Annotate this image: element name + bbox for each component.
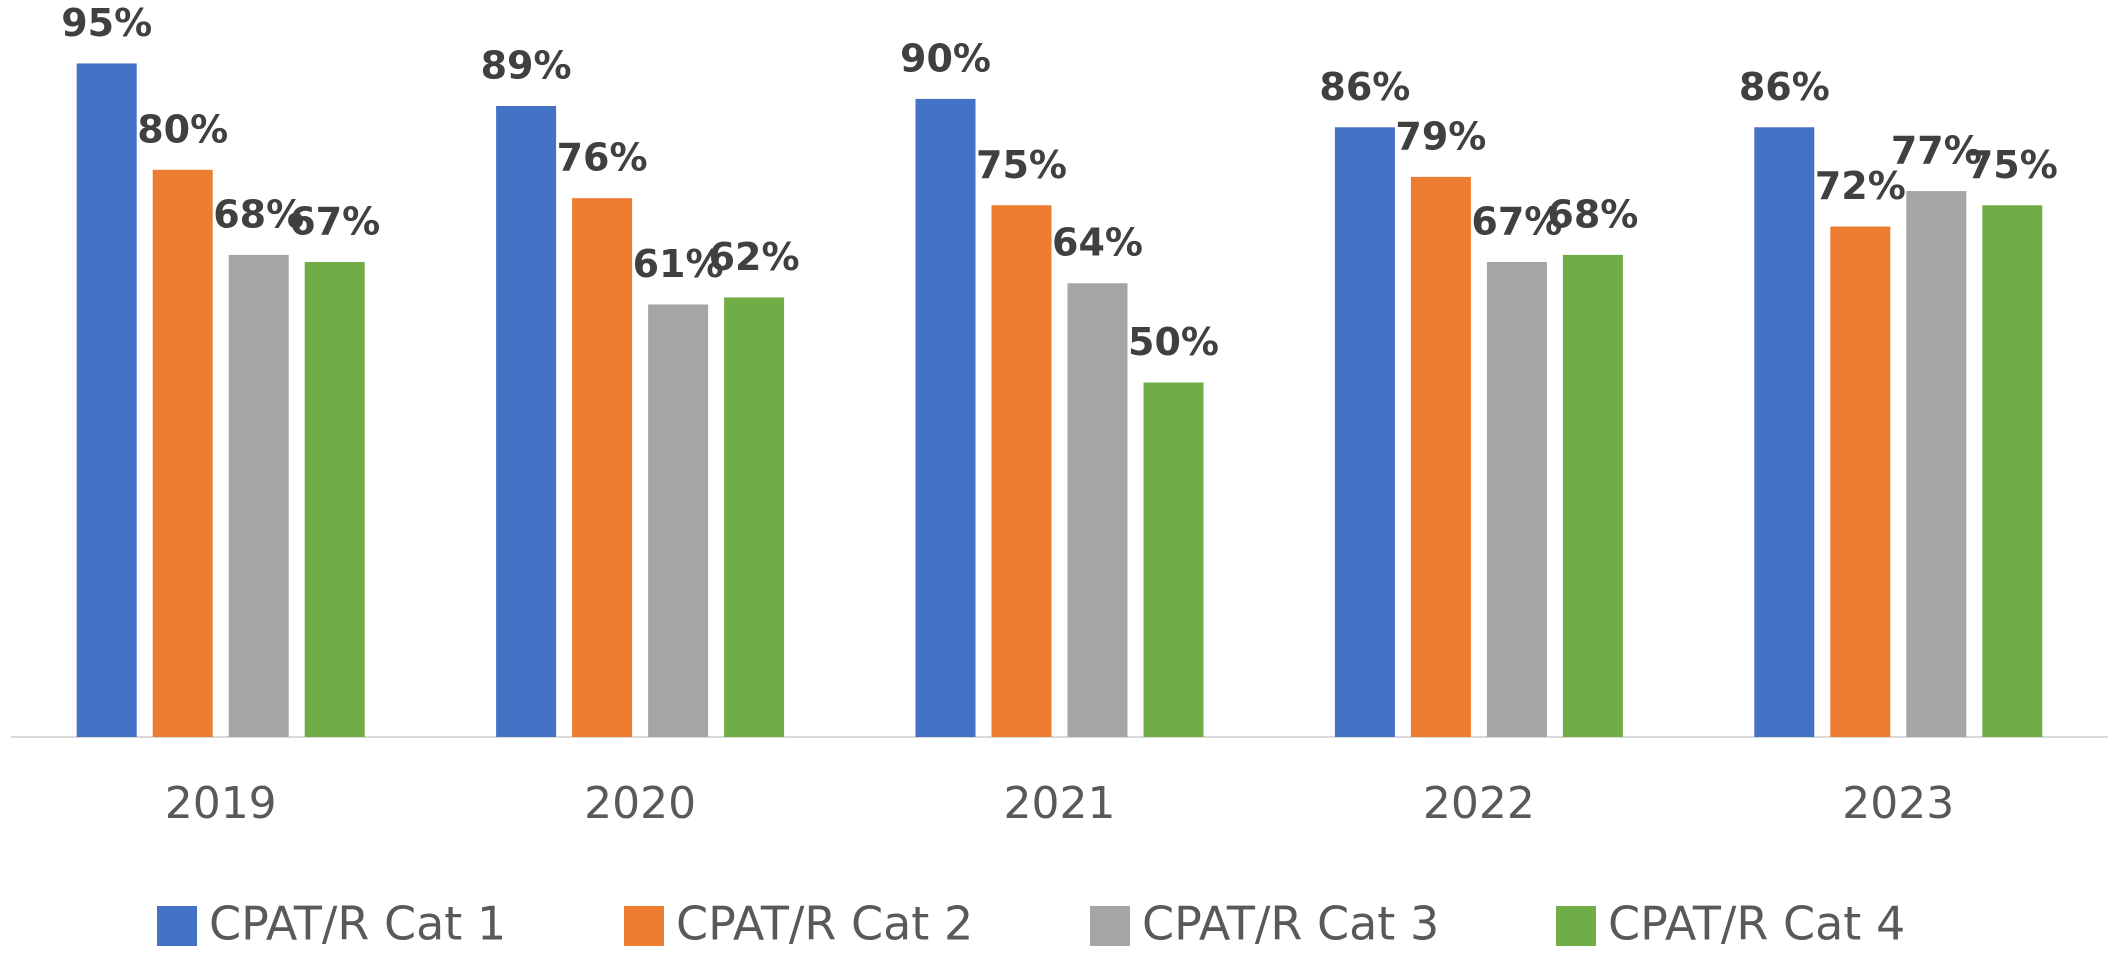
data-label: 68% — [1547, 192, 1638, 236]
bar — [915, 98, 976, 737]
bar — [496, 105, 557, 738]
bar — [1410, 176, 1471, 737]
data-label: 77% — [1891, 129, 1982, 173]
legend-label: CPAT/R Cat 3 — [1142, 897, 1439, 951]
data-label: 64% — [1052, 221, 1143, 265]
data-label: 62% — [709, 235, 800, 279]
data-label: 61% — [633, 242, 724, 286]
bar — [76, 63, 137, 737]
bar — [1754, 127, 1815, 737]
bar — [304, 261, 365, 737]
bar — [572, 198, 633, 737]
x-tick-label: 2020 — [584, 778, 696, 829]
data-label: 75% — [1967, 143, 2058, 187]
data-label: 68% — [213, 192, 304, 236]
legend-label: CPAT/R Cat 2 — [676, 897, 973, 951]
bar — [991, 205, 1052, 737]
bar — [1562, 254, 1623, 737]
data-label: 79% — [1395, 114, 1486, 158]
x-tick-label: 2023 — [1842, 778, 1954, 829]
bar — [648, 304, 709, 737]
legend-label: CPAT/R Cat 1 — [209, 897, 506, 951]
legend-swatch — [624, 906, 664, 946]
x-tick-label: 2022 — [1423, 778, 1535, 829]
bar — [152, 169, 213, 738]
bar — [1830, 226, 1891, 737]
data-label: 89% — [481, 43, 572, 87]
legend-label: CPAT/R Cat 4 — [1608, 897, 1905, 951]
x-tick-label: 2019 — [165, 778, 277, 829]
data-label: 75% — [976, 143, 1067, 187]
data-label: 86% — [1319, 65, 1410, 109]
bar — [724, 297, 785, 737]
data-label: 72% — [1815, 164, 1906, 208]
data-label: 50% — [1128, 320, 1219, 364]
bar — [1906, 191, 1967, 737]
data-label: 86% — [1739, 65, 1830, 109]
data-label: 80% — [137, 107, 228, 151]
data-label: 90% — [900, 36, 991, 80]
legend-swatch — [157, 906, 197, 946]
data-label: 76% — [557, 136, 648, 180]
bar — [1486, 261, 1547, 737]
x-tick-label: 2021 — [1004, 778, 1116, 829]
bar — [1067, 283, 1128, 737]
data-label: 95% — [61, 1, 152, 45]
legend-swatch — [1090, 906, 1130, 946]
bar — [1334, 127, 1395, 737]
bar — [228, 254, 289, 737]
legend-swatch — [1556, 906, 1596, 946]
bar — [1982, 205, 2043, 737]
data-label: 67% — [289, 199, 380, 243]
bar — [1143, 382, 1204, 737]
data-label: 67% — [1471, 199, 1562, 243]
